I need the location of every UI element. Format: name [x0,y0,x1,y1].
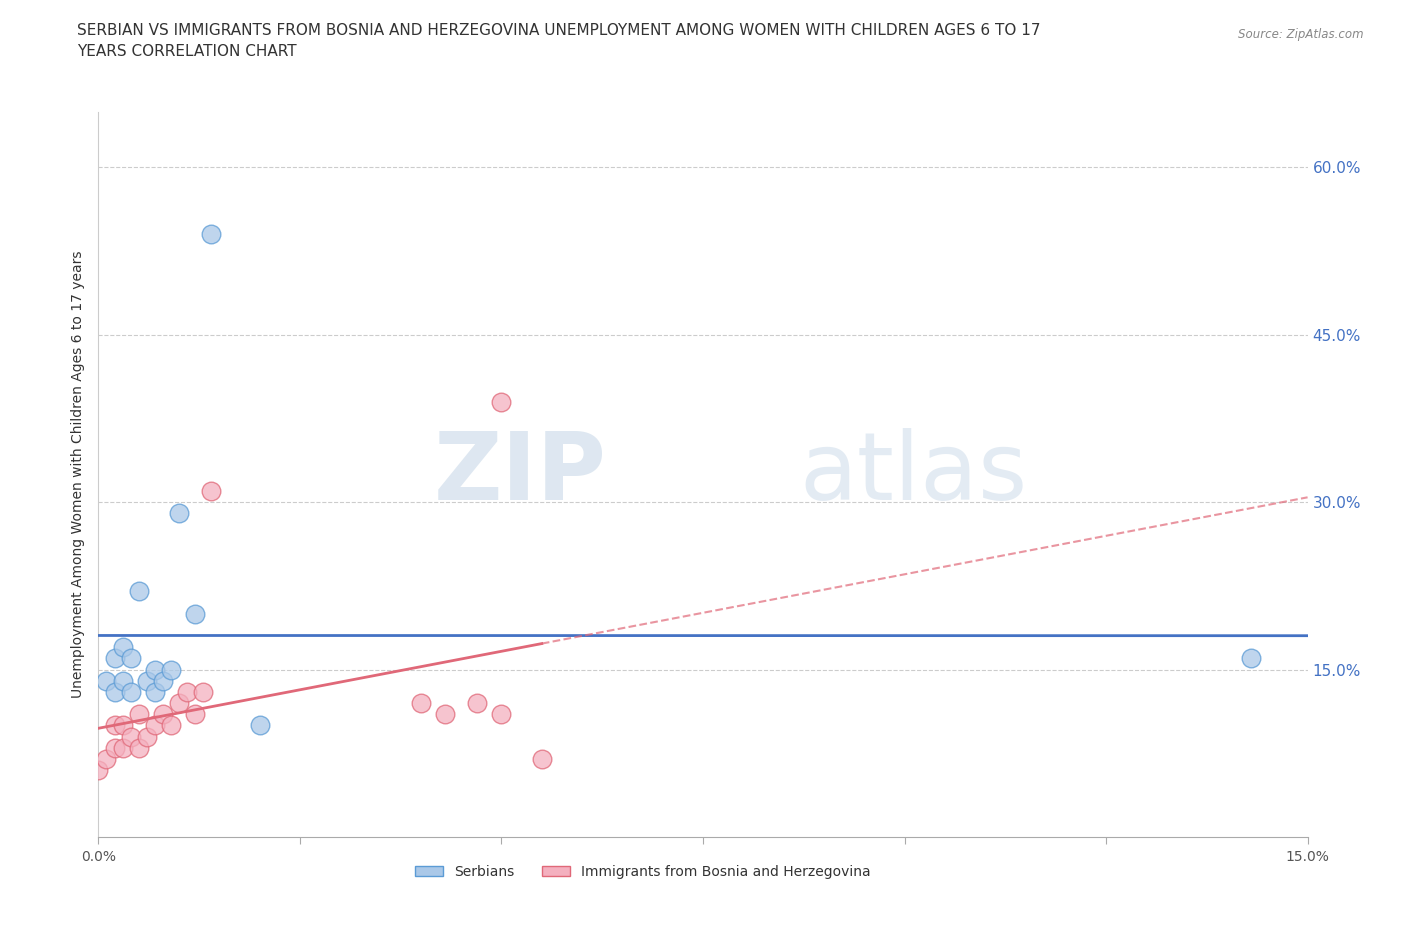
Point [103,718,125,733]
Point [111,673,134,688]
Point [111,640,134,655]
Point [103,651,125,666]
Point [167,506,190,521]
Point [96,751,118,766]
Point [200,484,222,498]
Point [167,696,190,711]
Point [1240,651,1263,666]
Point [128,707,150,722]
Point [249,718,271,733]
Point [184,707,207,722]
Legend: Serbians, Immigrants from Bosnia and Herzegovina: Serbians, Immigrants from Bosnia and Her… [409,859,876,884]
Point [434,707,457,722]
Text: ZIP: ZIP [433,429,606,520]
Point [530,751,553,766]
Point [143,718,166,733]
Point [409,696,432,711]
Point [111,718,134,733]
Point [491,707,513,722]
Point [96,673,118,688]
Point [103,740,125,755]
Point [143,662,166,677]
Point [176,684,198,699]
Y-axis label: Unemployment Among Women with Children Ages 6 to 17 years: Unemployment Among Women with Children A… [72,250,86,698]
Point [87,763,110,777]
Point [103,684,125,699]
Point [491,394,513,409]
Text: atlas: atlas [800,429,1028,520]
Text: Source: ZipAtlas.com: Source: ZipAtlas.com [1239,28,1364,41]
Point [135,729,157,744]
Point [120,729,142,744]
Point [135,673,157,688]
Point [200,227,222,242]
Point [152,673,174,688]
Point [120,651,142,666]
Point [143,684,166,699]
Point [160,718,183,733]
Point [128,584,150,599]
Point [120,684,142,699]
Point [111,740,134,755]
Point [184,606,207,621]
Point [193,684,215,699]
Point [465,696,488,711]
Point [160,662,183,677]
Text: SERBIAN VS IMMIGRANTS FROM BOSNIA AND HERZEGOVINA UNEMPLOYMENT AMONG WOMEN WITH : SERBIAN VS IMMIGRANTS FROM BOSNIA AND HE… [77,23,1040,60]
Point [128,740,150,755]
Point [152,707,174,722]
